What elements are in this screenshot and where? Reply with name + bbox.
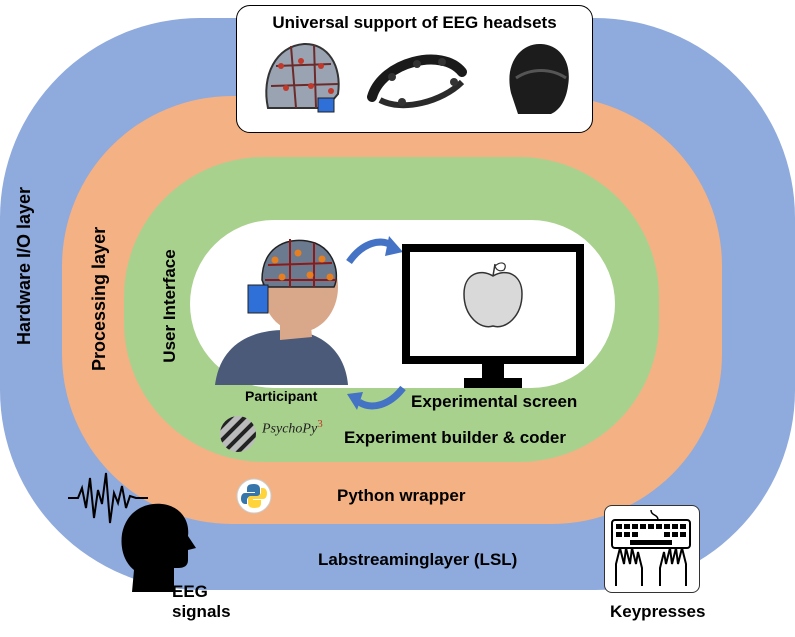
eeg-label-line1: EEG [172,582,208,601]
participant-icon [215,239,348,385]
keypresses-label: Keypresses [610,602,706,621]
python-wrapper-label: Python wrapper [337,486,466,505]
arrow-to-participant-icon [347,385,406,410]
eeg-cap-icon [265,42,340,113]
psychopy-name: PsychoPy [262,421,318,437]
hardware-layer-label: Hardware I/O layer [14,186,34,346]
eeg-label-line2: signals [172,602,231,621]
head-silhouette-icon [121,503,196,592]
psychopy-version: 3 [317,418,323,430]
headset-support-title: Universal support of EEG headsets [272,13,557,32]
keyboard-hands-icon [611,509,691,586]
experimental-screen-label: Experimental screen [411,392,578,411]
participant-label: Participant [245,388,318,404]
emotiv-headset-icon [367,54,467,109]
psychopy-logo-icon [220,416,256,452]
psychopy-wordmark: PsychoPy3 [262,418,323,438]
processing-layer-label: Processing layer [89,226,109,371]
monitor-icon [402,244,584,388]
eeg-wave-icon [68,472,148,524]
dry-headset-icon [509,43,569,114]
user-interface-label: User Interface [160,249,179,363]
experiment-builder-label: Experiment builder & coder [344,428,566,447]
lsl-label: Labstreaminglayer (LSL) [318,550,518,569]
python-logo-icon [236,478,272,514]
arrow-to-screen-icon [346,236,403,265]
